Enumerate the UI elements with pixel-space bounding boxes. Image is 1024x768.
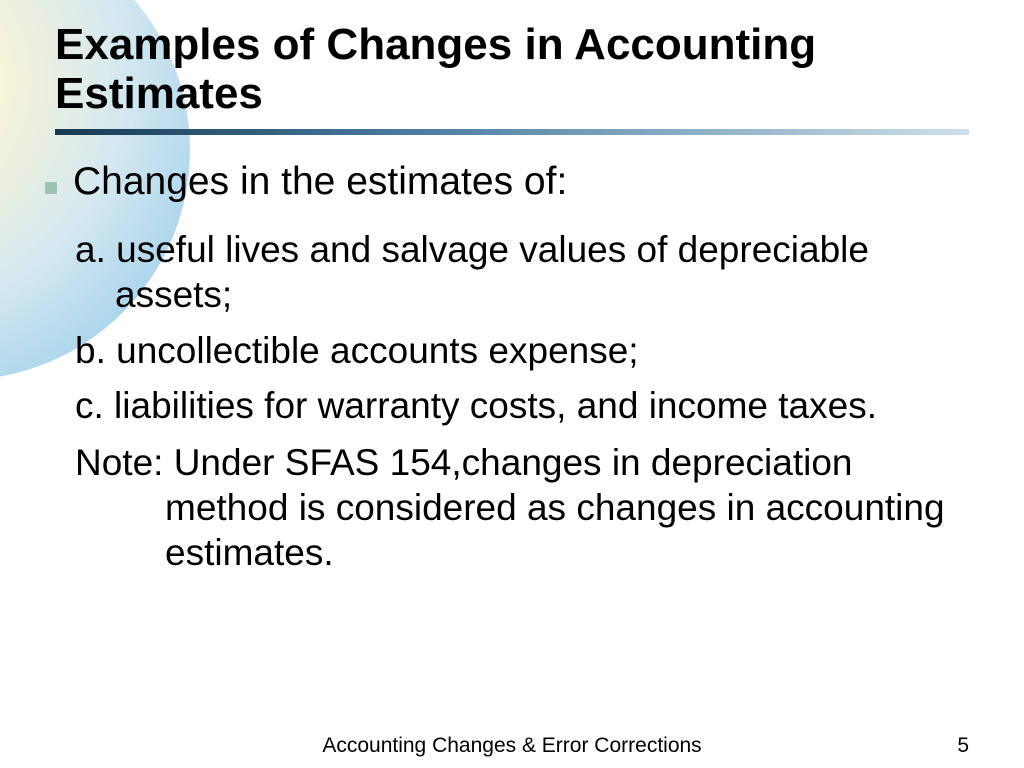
slide-title: Examples of Changes in Accounting Estima… bbox=[55, 20, 969, 119]
slide-content: Examples of Changes in Accounting Estima… bbox=[0, 0, 1024, 768]
list-item-a: a. useful lives and salvage values of de… bbox=[75, 227, 969, 317]
main-bullet: Changes in the estimates of: bbox=[45, 159, 969, 206]
list-item-b: b. uncollectible accounts expense; bbox=[75, 328, 969, 373]
note-paragraph: Note: Under SFAS 154,changes in deprecia… bbox=[75, 440, 969, 575]
page-number: 5 bbox=[957, 734, 969, 758]
square-bullet-icon bbox=[45, 182, 57, 194]
title-divider bbox=[55, 129, 969, 135]
footer-text: Accounting Changes & Error Corrections bbox=[0, 734, 1024, 758]
list-item-c: c. liabilities for warranty costs, and i… bbox=[75, 383, 969, 428]
bullet-text: Changes in the estimates of: bbox=[73, 159, 567, 206]
body-content: a. useful lives and salvage values of de… bbox=[75, 227, 969, 575]
